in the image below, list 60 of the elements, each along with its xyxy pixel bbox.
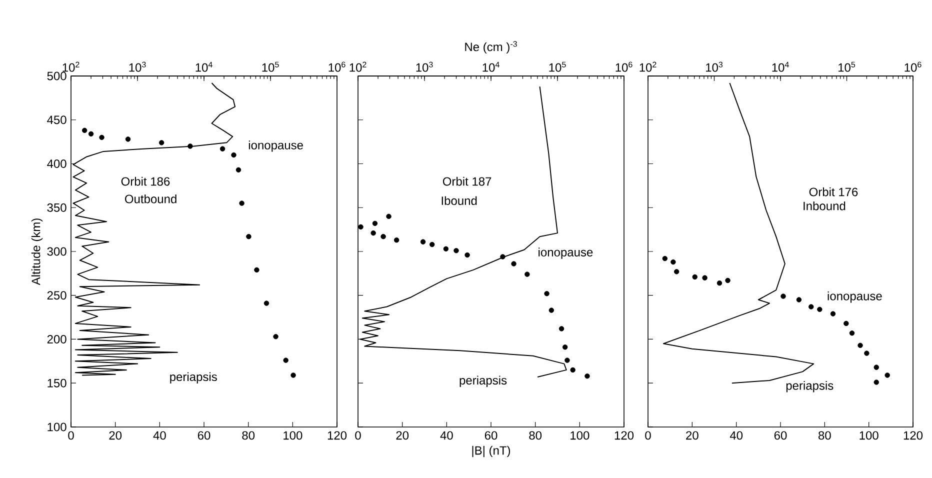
- annotation: periapsis: [786, 381, 834, 392]
- x2-tick-label: 10$^{2}$: [640, 62, 656, 72]
- annotation: Orbit 186: [121, 176, 170, 186]
- x-tick-label: 120: [904, 431, 923, 440]
- x-tick-label: 40: [440, 431, 453, 440]
- x2-tick-label: 10$^{2}$: [62, 62, 80, 72]
- x2-tick-label: 10$^{3}$: [129, 62, 146, 72]
- annotation: ionopause: [248, 140, 303, 152]
- x-tick-label: 100: [860, 431, 878, 440]
- x-tick-label: 0: [355, 431, 361, 440]
- y-tick-label: 250: [47, 291, 66, 300]
- x-tick-label: 20: [686, 431, 698, 440]
- x-tick-label: 100: [284, 431, 302, 440]
- y-tick-label: 200: [47, 334, 66, 344]
- x2-tick-label: 10$^{6}$: [616, 62, 632, 72]
- x2-tick-label: 10$^{6}$: [328, 62, 346, 72]
- x2-tick-label: 10$^{5}$: [838, 62, 856, 72]
- x-axis-title: |B| (nT): [472, 446, 510, 458]
- x-tick-label: 60: [484, 431, 498, 440]
- annotation: Orbit 187: [442, 176, 492, 186]
- y-tick-label: 500: [47, 72, 66, 80]
- annotation: Ibound: [442, 196, 477, 205]
- y-axis-title: Altitude (km): [31, 218, 43, 286]
- y-tick-label: 400: [47, 159, 66, 168]
- annotation: periapsis: [460, 376, 507, 387]
- y-tick-label: 450: [47, 116, 66, 124]
- y-tick-label: 100: [48, 422, 66, 432]
- x-tick-label: 100: [570, 431, 590, 440]
- annotation: Inbound: [804, 201, 846, 210]
- x2-tick-label: 10$^{3}$: [416, 62, 433, 72]
- x2-tick-label: 10$^{2}$: [350, 62, 366, 72]
- x2-tick-label: 10$^{6}$: [904, 62, 922, 72]
- x-tick-label: 0: [68, 431, 74, 440]
- x2-tick-label: 10$^{4}$: [772, 62, 789, 72]
- annotation: Outbound: [125, 194, 176, 204]
- annotation: periapsis: [170, 372, 217, 384]
- x-tick-label: 60: [198, 431, 210, 440]
- x-tick-label: 20: [109, 431, 122, 440]
- x-tick-label: 80: [242, 431, 255, 440]
- x-tick-label: 0: [645, 431, 651, 440]
- x-tick-label: 40: [153, 431, 166, 440]
- y-tick-label: 150: [48, 378, 66, 388]
- x2-tick-label: 10$^{5}$: [549, 62, 566, 72]
- x-tick-label: 60: [774, 431, 787, 440]
- x-tick-label: 80: [529, 431, 542, 440]
- x2-tick-label: 10$^{4}$: [196, 62, 212, 72]
- x-tick-label: 120: [614, 431, 634, 440]
- x2-tick-label: 10$^{4}$: [482, 62, 500, 72]
- y-tick-label: 300: [47, 247, 66, 256]
- annotation: Orbit 176: [809, 187, 858, 196]
- x2-tick-label: 10$^{3}$: [706, 62, 723, 72]
- annotation: ionopause: [538, 248, 593, 259]
- x-tick-label: 120: [328, 431, 347, 440]
- y-tick-label: 350: [47, 203, 66, 212]
- x2-tick-label: 10$^{5}$: [262, 62, 279, 72]
- x-tick-label: 40: [730, 431, 743, 440]
- x-tick-label: 20: [396, 431, 409, 440]
- x-tick-label: 80: [818, 431, 831, 440]
- x2-axis-title: Ne (cm )$^{-3}$: [465, 41, 517, 54]
- annotation: ionopause: [828, 292, 882, 303]
